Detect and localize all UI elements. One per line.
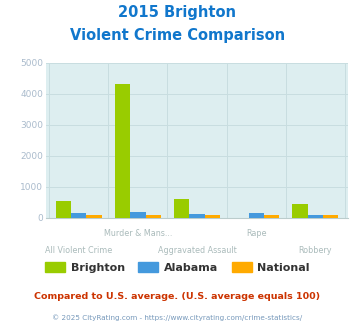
- Bar: [292, 205, 308, 218]
- Legend: Brighton, Alabama, National: Brighton, Alabama, National: [45, 262, 310, 273]
- Bar: [146, 215, 161, 218]
- Bar: [71, 213, 86, 218]
- Bar: [115, 84, 130, 218]
- Text: Aggravated Assault: Aggravated Assault: [158, 246, 236, 255]
- Bar: [189, 214, 205, 218]
- Text: Compared to U.S. average. (U.S. average equals 100): Compared to U.S. average. (U.S. average …: [34, 292, 321, 301]
- Text: Rape: Rape: [246, 229, 267, 238]
- Text: Murder & Mans...: Murder & Mans...: [104, 229, 172, 238]
- Bar: [130, 212, 146, 218]
- Text: © 2025 CityRating.com - https://www.cityrating.com/crime-statistics/: © 2025 CityRating.com - https://www.city…: [53, 314, 302, 321]
- Bar: [86, 215, 102, 218]
- Text: 2015 Brighton: 2015 Brighton: [119, 5, 236, 20]
- Bar: [174, 199, 189, 218]
- Bar: [264, 215, 279, 218]
- Bar: [323, 215, 338, 218]
- Bar: [205, 215, 220, 218]
- Text: Violent Crime Comparison: Violent Crime Comparison: [70, 28, 285, 43]
- Text: Robbery: Robbery: [299, 246, 332, 255]
- Text: All Violent Crime: All Violent Crime: [45, 246, 112, 255]
- Bar: [248, 213, 264, 218]
- Bar: [308, 215, 323, 218]
- Bar: [56, 201, 71, 218]
